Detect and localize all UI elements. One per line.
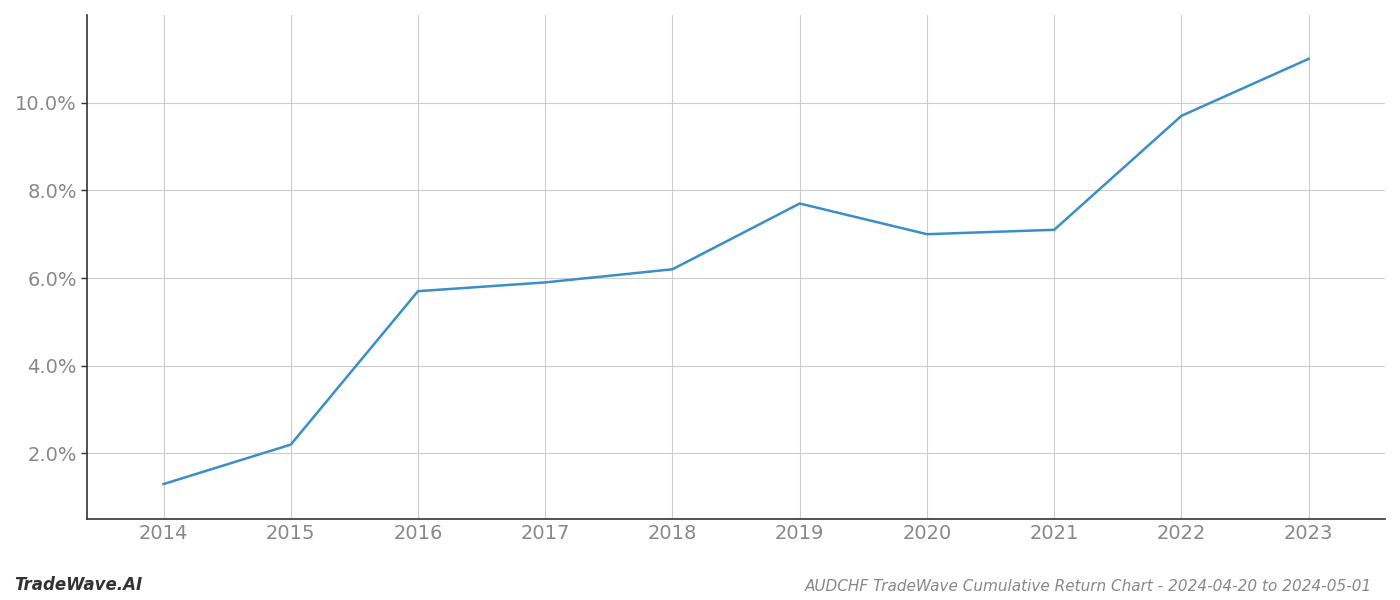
Text: AUDCHF TradeWave Cumulative Return Chart - 2024-04-20 to 2024-05-01: AUDCHF TradeWave Cumulative Return Chart… — [805, 579, 1372, 594]
Text: TradeWave.AI: TradeWave.AI — [14, 576, 143, 594]
